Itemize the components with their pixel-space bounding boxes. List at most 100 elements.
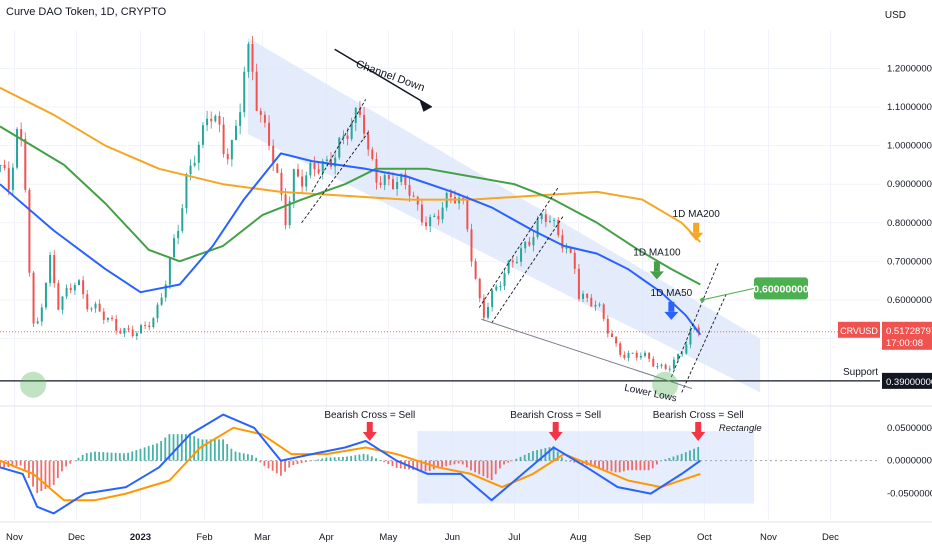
- candle-body: [164, 284, 167, 298]
- target-line: [702, 287, 755, 301]
- candle-body: [363, 114, 366, 134]
- histogram-bar: [387, 460, 390, 465]
- histogram-bar: [354, 455, 357, 461]
- histogram-bar: [594, 460, 596, 468]
- candle-body: [259, 110, 262, 115]
- candle-body: [672, 359, 675, 369]
- ma100-arrow-head: [649, 271, 664, 280]
- histogram-bar: [668, 457, 671, 461]
- candle-body: [664, 364, 667, 369]
- candle-body: [520, 248, 523, 262]
- candle-body: [602, 304, 605, 319]
- histogram-bar: [494, 460, 497, 475]
- candle-body: [383, 174, 386, 186]
- low-highlight-circle: [652, 371, 679, 398]
- histogram-bar: [329, 457, 332, 461]
- candle-body: [148, 325, 151, 328]
- candle-body: [123, 328, 126, 334]
- candle-body: [548, 220, 551, 222]
- histogram-bar: [420, 460, 423, 471]
- histogram-bar: [271, 460, 274, 471]
- candle-body: [156, 304, 159, 319]
- candle-body: [53, 254, 56, 284]
- candle-body: [255, 71, 258, 111]
- candle-body: [441, 207, 444, 220]
- histogram-bar: [209, 439, 212, 461]
- bearish-cross-label: Bearish Cross = Sell: [510, 410, 601, 421]
- histogram-bar: [106, 452, 109, 461]
- candle-body: [367, 133, 370, 150]
- candle-body: [7, 168, 10, 190]
- x-tick-label: 2023: [130, 532, 151, 543]
- ma200-arrow-shaft: [693, 222, 700, 233]
- candle-body: [338, 137, 341, 158]
- histogram-bar: [292, 460, 295, 466]
- histogram-bar: [73, 460, 76, 462]
- mini-channel-line: [311, 99, 367, 193]
- candle-body: [491, 290, 494, 307]
- candle-body: [689, 329, 692, 345]
- histogram-bar: [676, 455, 679, 461]
- lower-lows-line: [481, 318, 693, 390]
- candle-body: [387, 174, 390, 180]
- histogram-bar: [606, 460, 609, 471]
- histogram-bar: [391, 460, 394, 467]
- currency-label[interactable]: USD: [884, 10, 906, 21]
- candle-body: [201, 125, 204, 145]
- candle-body: [251, 43, 254, 72]
- histogram-bar: [40, 460, 43, 492]
- histogram-bar: [127, 452, 129, 461]
- histogram-bar: [366, 454, 369, 461]
- histogram-bar: [143, 447, 146, 461]
- histogram-bar: [610, 460, 613, 472]
- candle-body: [619, 343, 622, 355]
- candle-body: [185, 173, 188, 209]
- histogram-bar: [449, 460, 452, 466]
- candle-body: [644, 352, 647, 356]
- histogram-bar: [28, 460, 30, 479]
- histogram-bar: [151, 444, 154, 461]
- candle-body: [627, 353, 630, 358]
- histogram-bar: [375, 458, 377, 461]
- candle-body: [111, 317, 114, 320]
- histogram-bar: [172, 434, 175, 461]
- candle-body: [449, 192, 452, 197]
- histogram-bar: [416, 460, 419, 471]
- histogram-bar: [15, 460, 18, 466]
- histogram-bar: [94, 451, 96, 461]
- candle-body: [168, 257, 171, 285]
- candle-body: [466, 200, 469, 230]
- candle-body: [623, 354, 626, 358]
- y-tick-label: 1.20000000: [887, 64, 932, 75]
- candle-body: [57, 283, 60, 310]
- candle-body: [218, 116, 221, 125]
- histogram-bar: [614, 460, 617, 473]
- histogram-bar: [370, 456, 373, 461]
- histogram-bar: [362, 453, 365, 461]
- bearish-cross-arrow-head: [691, 432, 706, 441]
- candle-body: [239, 112, 242, 126]
- histogram-bar: [325, 457, 328, 461]
- candle-body: [503, 273, 506, 287]
- x-tick-label: Mar: [254, 532, 270, 543]
- ma50-line: [0, 152, 702, 336]
- ma50-arrow-shaft: [668, 301, 675, 312]
- candle-body: [321, 161, 324, 174]
- candle-body: [524, 241, 527, 249]
- histogram-bar: [180, 434, 183, 461]
- histogram-bar: [213, 439, 216, 461]
- candle-body: [681, 353, 684, 355]
- candle-body: [3, 164, 6, 169]
- histogram-bar: [19, 460, 22, 466]
- histogram-bar: [160, 441, 163, 461]
- candle-body: [557, 219, 560, 236]
- candle-body: [69, 288, 72, 291]
- ma200-label: 1D MA200: [673, 209, 721, 220]
- candle-body: [499, 286, 502, 288]
- candle-body: [495, 286, 498, 291]
